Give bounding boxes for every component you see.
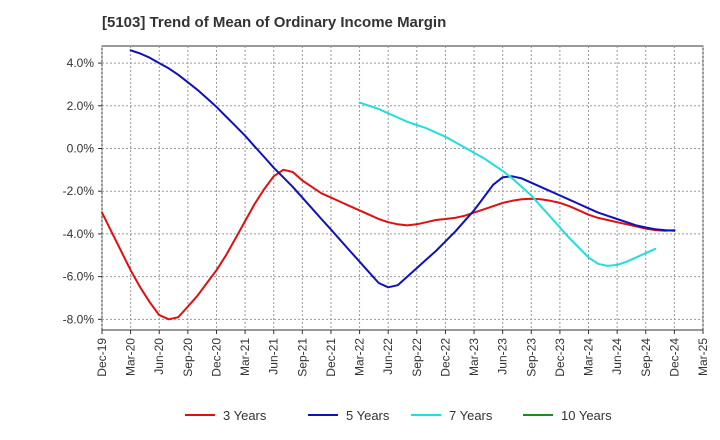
x-tick-label: Dec-23	[553, 338, 567, 377]
plot-area	[101, 45, 704, 331]
plot-frame	[101, 45, 704, 331]
series-line-5-years	[129, 49, 676, 289]
x-tick-label: Dec-19	[95, 338, 109, 377]
x-tick-label: Dec-24	[667, 338, 681, 377]
x-tick-label: Sep-22	[410, 338, 424, 377]
x-tick-label: Sep-23	[524, 338, 538, 377]
y-tick-label: -4.0%	[63, 227, 95, 241]
x-tick-label: Jun-23	[496, 338, 510, 375]
series-line-7-years	[358, 101, 657, 267]
y-tick-label: -6.0%	[63, 270, 95, 284]
y-tick-label: -2.0%	[63, 184, 95, 198]
x-tick-label: Mar-21	[238, 338, 252, 376]
x-tick-label: Sep-21	[295, 338, 309, 377]
x-tick-label: Sep-24	[639, 338, 653, 377]
y-tick-label: 0.0%	[67, 141, 95, 155]
x-tick-label: Mar-22	[353, 338, 367, 376]
x-tick-label: Dec-22	[438, 338, 452, 377]
x-tick-label: Mar-24	[582, 338, 596, 376]
legend-label-10-years: 10 Years	[561, 408, 612, 423]
grid	[101, 46, 704, 330]
legend-label-7-years: 7 Years	[449, 408, 493, 423]
x-tick-label: Dec-21	[324, 338, 338, 377]
x-tick-label: Jun-21	[267, 338, 281, 375]
x-tick-label: Mar-20	[124, 338, 138, 376]
x-tick-label: Dec-20	[209, 338, 223, 377]
x-axis: Dec-19 Mar-20 Jun-20 Sep-20 Dec-20 Mar-21 Jun-…	[95, 330, 710, 377]
x-tick-label: Mar-25	[696, 338, 710, 376]
y-tick-label: 4.0%	[67, 56, 95, 70]
legend: 3 Years 5 Years 7 Years 10 Years	[185, 408, 612, 423]
y-tick-label: -8.0%	[63, 312, 95, 326]
x-tick-label: Sep-20	[181, 338, 195, 377]
y-axis: 4.0% 2.0% 0.0% -2.0% -4.0% -6.0% -8.0%	[63, 56, 102, 326]
legend-label-3-years: 3 Years	[223, 408, 267, 423]
series-line-3-years	[101, 168, 676, 321]
x-tick-label: Mar-23	[467, 338, 481, 376]
chart-title: [5103] Trend of Mean of Ordinary Income …	[102, 14, 446, 31]
x-tick-label: Jun-24	[610, 338, 624, 375]
x-tick-label: Jun-20	[152, 338, 166, 375]
y-tick-label: 2.0%	[67, 99, 95, 113]
series-lines	[101, 49, 676, 321]
x-tick-label: Jun-22	[381, 338, 395, 375]
legend-label-5-years: 5 Years	[346, 408, 390, 423]
